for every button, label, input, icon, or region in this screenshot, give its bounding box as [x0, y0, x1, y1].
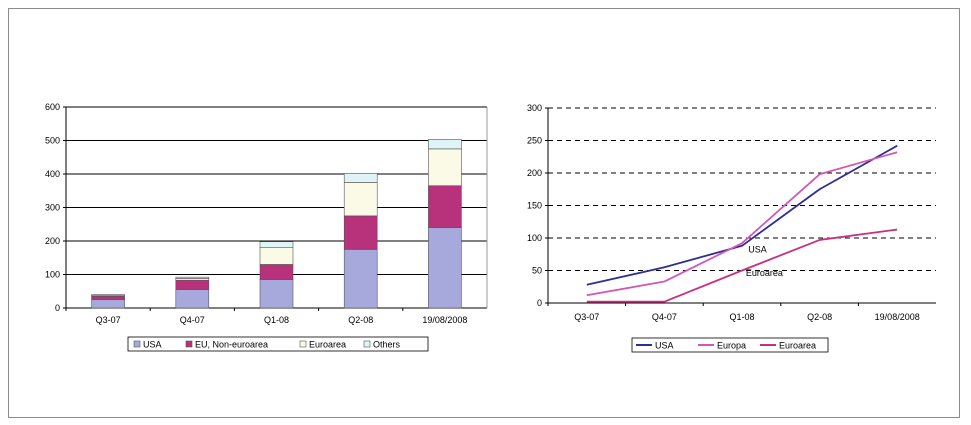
series-line-europa — [586, 151, 898, 297]
y-tick-label: 200 — [45, 236, 60, 246]
bar-segment-usa — [428, 227, 462, 309]
legend-label: Euroarea — [779, 341, 816, 351]
legend-box — [631, 337, 829, 353]
y-tick-label: 300 — [45, 203, 60, 213]
y-tick-label: 600 — [45, 102, 60, 112]
legend-label: USA — [143, 340, 162, 350]
y-tick-label: 200 — [527, 168, 542, 178]
line-chart: 0 50 100 150 200 250 300 Q3-07 Q4-07 Q1-08 Q2-08 19… — [527, 103, 936, 353]
y-tick-label: 300 — [527, 103, 542, 113]
bar-segment-euroarea — [259, 247, 294, 265]
bar-segment-others — [175, 276, 210, 279]
stacked-bar-chart: 0 100 200 300 400 500 600 Q3-07 Q4-07 Q1-08 Q2-08 1… — [45, 102, 488, 352]
annotation-label: USA — [748, 245, 767, 255]
y-tick-label: 500 — [45, 136, 60, 146]
bar-segment-eu-non-euroarea — [91, 295, 125, 300]
x-tick-label: 19/08/2008 — [875, 312, 920, 322]
bar-segment-usa — [175, 289, 210, 309]
bar-segment-usa — [343, 249, 378, 309]
bar-segment-eu-non-euroarea — [343, 215, 378, 250]
y-tick-label: 50 — [532, 266, 542, 276]
y-tick-label: 0 — [55, 303, 60, 313]
x-tick-label: Q2-08 — [348, 315, 373, 325]
legend-label: USA — [655, 341, 674, 351]
bar-segment-others — [343, 173, 378, 183]
legend-label: EU, Non-euroarea — [195, 340, 268, 350]
bar-segment-usa — [91, 299, 125, 309]
series-line-euroarea — [586, 228, 898, 303]
legend-label: Euroarea — [309, 340, 346, 350]
bar-segment-eu-non-euroarea — [259, 264, 294, 280]
legend-swatch — [185, 340, 193, 348]
x-tick-label: 19/08/2008 — [422, 315, 467, 325]
bar-segment-eu-non-euroarea — [175, 279, 210, 290]
bar-segment-euroarea — [428, 148, 462, 187]
bar-segment-others — [91, 294, 125, 296]
legend: USA Europa Euroarea — [631, 337, 829, 353]
x-tick-label: Q2-08 — [807, 312, 832, 322]
x-tick-label: Q1-08 — [729, 312, 754, 322]
x-tick-label: Q3-07 — [574, 312, 599, 322]
legend-box — [127, 336, 429, 352]
legend-swatch — [133, 340, 141, 348]
bar-segment-eu-non-euroarea — [428, 185, 462, 228]
x-tick-label: Q3-07 — [96, 315, 121, 325]
bar-segment-euroarea — [343, 182, 378, 217]
bar-segment-others — [259, 241, 294, 248]
legend-label: Europa — [717, 341, 746, 351]
legend-label: Others — [373, 340, 401, 350]
legend: USA EU, Non-euroarea Euroarea Others — [127, 336, 429, 352]
x-tick-label: Q1-08 — [264, 315, 289, 325]
y-tick-label: 400 — [45, 169, 60, 179]
legend-swatch — [299, 340, 307, 348]
bar-segment-others — [428, 139, 462, 150]
y-tick-label: 150 — [527, 201, 542, 211]
legend-swatch — [363, 340, 371, 348]
annotation-label: Euroarea — [746, 268, 783, 278]
y-tick-label: 100 — [527, 233, 542, 243]
y-tick-label: 100 — [45, 270, 60, 280]
series-line-usa — [586, 144, 898, 286]
x-tick-label: Q4-07 — [180, 315, 205, 325]
y-tick-label: 250 — [527, 136, 542, 146]
bar-segment-usa — [259, 279, 294, 309]
y-tick-label: 0 — [537, 298, 542, 308]
x-tick-label: Q4-07 — [652, 312, 677, 322]
